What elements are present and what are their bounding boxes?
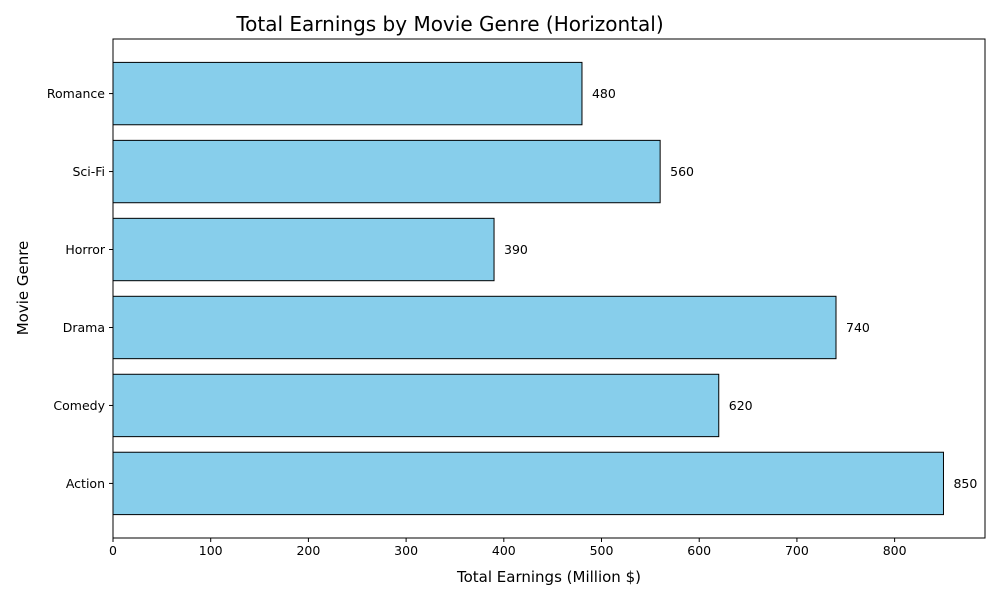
y-tick-label-action: Action [66,476,105,491]
bar-comedy [112,373,720,438]
y-axis-label: Movie Genre [14,241,32,336]
bars-group: 850 620 740 390 560 480 [112,61,977,516]
bar-romance [112,61,583,126]
bar-action [112,451,944,516]
data-label-sci-fi: 560 [670,164,694,179]
x-tick-label-500: 500 [590,543,614,558]
x-axis-ticks: 0 100 200 300 400 500 600 700 800 [109,538,907,558]
x-tick-label-700: 700 [785,543,809,558]
y-tick-label-horror: Horror [65,242,105,257]
data-label-horror: 390 [504,242,528,257]
chart-title: Total Earnings by Movie Genre (Horizonta… [235,12,663,36]
x-tick-label-200: 200 [296,543,320,558]
y-tick-label-drama: Drama [63,320,105,335]
y-axis-ticks: Action Comedy Drama Horror Sci-Fi Romance [47,86,113,491]
y-tick-label-comedy: Comedy [53,398,105,413]
x-tick-label-600: 600 [687,543,711,558]
data-label-comedy: 620 [729,398,753,413]
x-tick-label-400: 400 [492,543,516,558]
x-tick-label-300: 300 [394,543,418,558]
x-tick-label-800: 800 [883,543,907,558]
y-tick-label-romance: Romance [47,86,105,101]
y-tick-label-sci-fi: Sci-Fi [72,164,105,179]
bar-drama [112,295,837,360]
data-label-action: 850 [953,476,977,491]
x-tick-label-100: 100 [199,543,223,558]
x-axis-label: Total Earnings (Million $) [456,568,641,586]
data-label-romance: 480 [592,86,616,101]
data-label-drama: 740 [846,320,870,335]
bar-sci-fi [112,139,661,204]
plot-frame [112,38,986,539]
bar-horror [112,217,495,282]
x-tick-label-0: 0 [109,543,117,558]
